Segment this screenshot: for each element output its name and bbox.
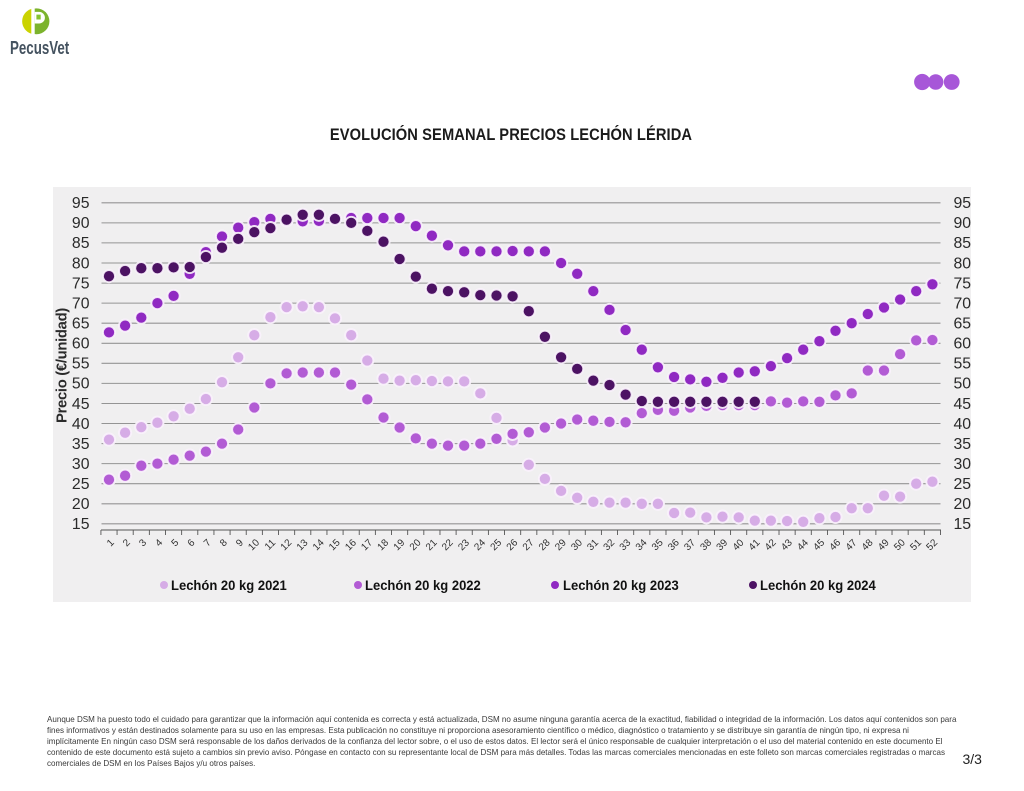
svg-text:Precio (€/unidad): Precio (€/unidad)	[55, 308, 71, 423]
svg-text:80: 80	[954, 255, 972, 272]
svg-text:30: 30	[954, 456, 972, 473]
svg-text:35: 35	[72, 436, 90, 453]
svg-text:50: 50	[954, 376, 972, 393]
svg-text:55: 55	[954, 356, 972, 373]
svg-text:50: 50	[72, 376, 90, 393]
svg-text:20: 20	[72, 496, 90, 513]
svg-text:45: 45	[72, 396, 90, 413]
svg-text:45: 45	[954, 396, 972, 413]
svg-text:30: 30	[72, 456, 90, 473]
svg-text:15: 15	[954, 516, 972, 533]
svg-text:95: 95	[954, 195, 972, 212]
svg-text:90: 90	[954, 215, 972, 232]
svg-text:70: 70	[72, 295, 90, 312]
svg-text:80: 80	[72, 255, 90, 272]
svg-text:35: 35	[954, 436, 972, 453]
svg-text:40: 40	[72, 416, 90, 433]
svg-text:85: 85	[72, 235, 90, 252]
svg-text:75: 75	[72, 275, 90, 292]
svg-text:85: 85	[954, 235, 972, 252]
svg-text:95: 95	[72, 195, 90, 212]
svg-text:65: 65	[954, 316, 972, 333]
svg-text:70: 70	[954, 295, 972, 312]
svg-text:25: 25	[954, 476, 972, 493]
svg-text:15: 15	[72, 516, 90, 533]
svg-text:90: 90	[72, 215, 90, 232]
svg-text:20: 20	[954, 496, 972, 513]
svg-text:60: 60	[954, 336, 972, 353]
svg-text:55: 55	[72, 356, 90, 373]
svg-text:25: 25	[72, 476, 90, 493]
svg-text:65: 65	[72, 316, 90, 333]
svg-text:40: 40	[954, 416, 972, 433]
svg-text:60: 60	[72, 336, 90, 353]
svg-text:75: 75	[954, 275, 972, 292]
